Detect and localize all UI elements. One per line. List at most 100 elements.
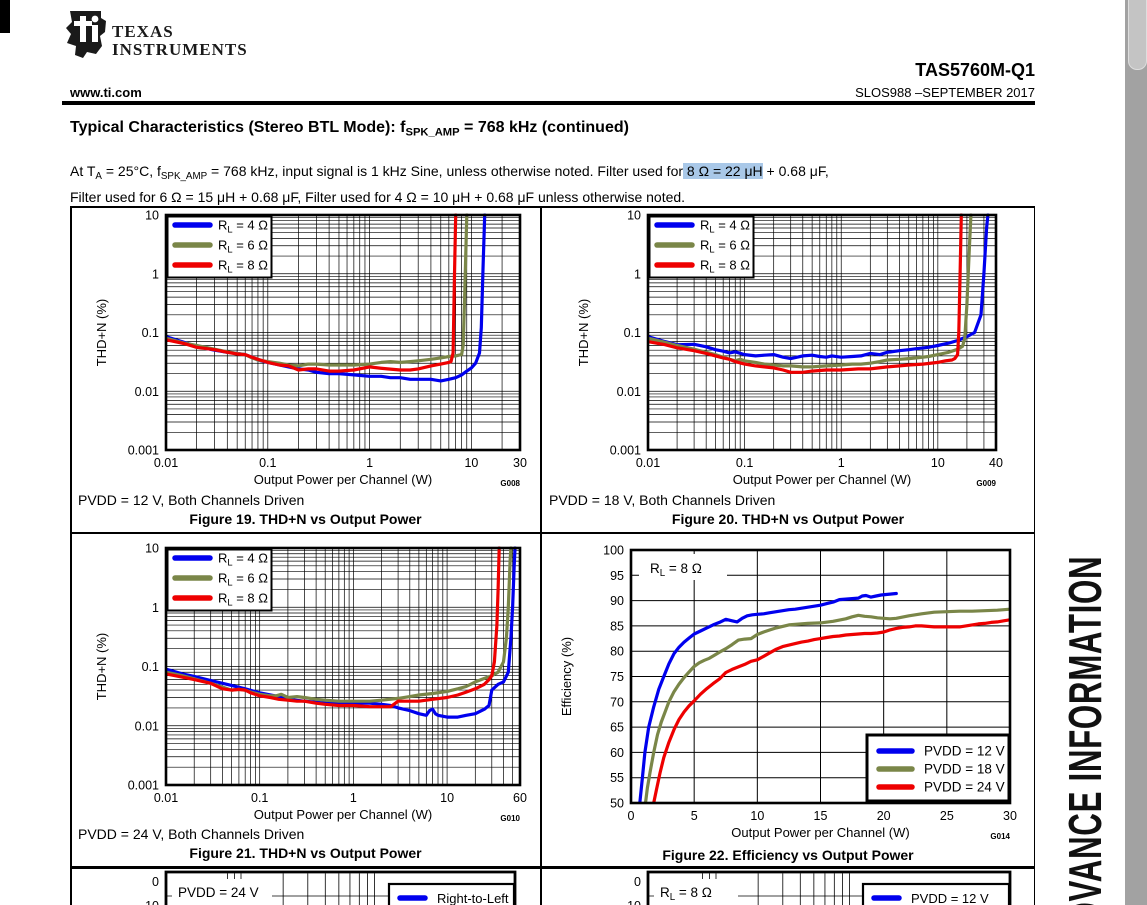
svg-text:RL = 6 Ω: RL = 6 Ω	[700, 238, 750, 255]
svg-text:5: 5	[691, 809, 698, 823]
svg-text:0.1: 0.1	[259, 456, 276, 470]
svg-text:PVDD = 12 V: PVDD = 12 V	[911, 891, 989, 905]
svg-text:10: 10	[931, 456, 945, 470]
subscript-text: SPK_AMP	[160, 170, 208, 182]
svg-text:1: 1	[350, 791, 357, 805]
svg-text:G010: G010	[500, 814, 520, 823]
svg-text:0.001: 0.001	[128, 779, 159, 793]
svg-text:RL = 8 Ω: RL = 8 Ω	[700, 258, 750, 275]
svg-text:0.1: 0.1	[624, 326, 641, 340]
svg-text:RL = 4 Ω: RL = 4 Ω	[218, 218, 268, 235]
svg-text:10: 10	[145, 209, 159, 223]
svg-text:0.01: 0.01	[135, 719, 159, 733]
table-border-top	[70, 206, 1035, 208]
figure21-caption: Figure 21. THD+N vs Output Power	[189, 845, 422, 861]
table-border-left	[70, 206, 72, 905]
svg-text:0.1: 0.1	[142, 660, 159, 674]
figure19-caption: Figure 19. THD+N vs Output Power	[189, 511, 422, 527]
svg-text:1: 1	[366, 456, 373, 470]
partial-chart-left: PVDD = 24 V Right-to-Left 0 −10	[138, 870, 517, 905]
svg-text:10: 10	[440, 791, 454, 805]
table-border-right	[1033, 206, 1035, 905]
subscript-text: A	[95, 170, 102, 182]
figure21-thd-chart: RL = 4 ΩRL = 6 ΩRL = 8 Ω1010.10.010.0010…	[94, 542, 527, 824]
selected-text-highlight: 8 Ω = 22 μH	[683, 163, 763, 179]
svg-text:100: 100	[603, 544, 624, 558]
text-run: Filter used for 6 Ω = 15 μH + 0.68 μF, F…	[70, 188, 686, 205]
intro-line2: Filter used for 6 Ω = 15 μH + 0.68 μF, F…	[70, 187, 1050, 208]
svg-text:10: 10	[464, 456, 478, 470]
svg-text:0.01: 0.01	[135, 385, 159, 399]
svg-text:RL = 8 Ω: RL = 8 Ω	[218, 258, 268, 275]
svg-text:50: 50	[610, 797, 624, 811]
table-border-mid2	[70, 866, 1035, 869]
svg-text:0.1: 0.1	[251, 791, 268, 805]
svg-text:0.1: 0.1	[142, 326, 159, 340]
svg-text:THD+N (%): THD+N (%)	[94, 633, 109, 701]
partial-chart-right: RL = 8 Ω PVDD = 12 V 0 −10	[620, 870, 1012, 905]
figure20-caption: Figure 20. THD+N vs Output Power	[671, 511, 905, 527]
svg-text:1: 1	[634, 267, 641, 281]
svg-text:PVDD = 12 V: PVDD = 12 V	[924, 744, 1005, 759]
figure19-thd-chart: RL = 4 ΩRL = 6 ΩRL = 8 Ω1010.10.010.0010…	[94, 209, 527, 489]
brand-line1: TEXAS	[112, 22, 174, 41]
svg-text:40: 40	[989, 456, 1003, 470]
text-run: = 25°C, f	[101, 163, 161, 179]
part-number: TAS5760M-Q1	[915, 60, 1035, 80]
svg-text:0.1: 0.1	[736, 456, 753, 470]
scrollbar-track[interactable]	[1125, 0, 1147, 905]
svg-text:RL = 6 Ω: RL = 6 Ω	[218, 238, 268, 255]
svg-text:G014: G014	[990, 832, 1010, 841]
svg-text:PVDD = 18 V: PVDD = 18 V	[924, 762, 1005, 777]
svg-text:−10: −10	[620, 899, 641, 905]
website-link[interactable]: www.ti.com	[70, 85, 142, 100]
figure19-condition: PVDD = 12 V, Both Channels Driven	[78, 492, 305, 508]
svg-text:30: 30	[513, 456, 527, 470]
subscript-text: SPK_AMP	[405, 126, 460, 139]
svg-text:90: 90	[610, 594, 624, 608]
svg-text:0.01: 0.01	[154, 791, 178, 805]
scrollbar-thumb[interactable]	[1127, 0, 1147, 70]
svg-text:0: 0	[634, 875, 641, 889]
svg-text:10: 10	[750, 809, 764, 823]
svg-text:60: 60	[610, 746, 624, 760]
ti-logo-emblem	[66, 11, 106, 58]
svg-text:G008: G008	[500, 479, 520, 488]
text-run: = 768 kHz, input signal is 1 kHz Sine, u…	[207, 163, 684, 179]
svg-text:Output Power per Channel (W): Output Power per Channel (W)	[733, 472, 911, 487]
section-title: Typical Characteristics (Stereo BTL Mode…	[70, 119, 629, 138]
svg-text:95: 95	[610, 569, 624, 583]
svg-text:THD+N (%): THD+N (%)	[576, 299, 591, 367]
svg-text:Right-to-Left: Right-to-Left	[437, 891, 509, 905]
svg-text:0.01: 0.01	[636, 456, 660, 470]
svg-text:10: 10	[627, 209, 641, 223]
svg-text:Output Power per Channel (W): Output Power per Channel (W)	[731, 825, 909, 840]
svg-text:0: 0	[152, 875, 159, 889]
text-run: = 768 kHz (continued)	[459, 119, 629, 136]
svg-text:0.01: 0.01	[617, 385, 641, 399]
svg-text:Efficiency (%): Efficiency (%)	[559, 637, 574, 716]
svg-text:Output Power per Channel (W): Output Power per Channel (W)	[254, 807, 432, 822]
svg-text:G009: G009	[976, 479, 996, 488]
svg-text:10: 10	[145, 542, 159, 556]
figure20-thd-chart: RL = 4 ΩRL = 6 ΩRL = 8 Ω1010.10.010.0010…	[576, 209, 1003, 489]
svg-text:20: 20	[877, 809, 891, 823]
svg-text:60: 60	[513, 791, 527, 805]
svg-text:30: 30	[1003, 809, 1017, 823]
figure22-efficiency-chart: RL = 8 Ω PVDD = 12 V PVDD = 18 V PVDD = 24 …	[559, 544, 1017, 842]
svg-text:RL = 8 Ω: RL = 8 Ω	[650, 561, 702, 579]
svg-text:PVDD = 24 V: PVDD = 24 V	[178, 885, 259, 900]
svg-text:Output Power per Channel (W): Output Power per Channel (W)	[254, 472, 432, 487]
svg-text:PVDD = 24 V: PVDD = 24 V	[924, 780, 1005, 795]
page-corner-mark	[0, 0, 10, 33]
table-border-mid1	[70, 532, 1035, 534]
figure22-caption: Figure 22. Efficiency vs Output Power	[662, 847, 914, 863]
svg-text:1: 1	[838, 456, 845, 470]
text-run: At T	[70, 163, 96, 179]
svg-text:85: 85	[610, 619, 624, 633]
svg-text:−10: −10	[138, 899, 159, 905]
svg-text:1: 1	[152, 267, 159, 281]
svg-text:RL = 8 Ω: RL = 8 Ω	[218, 591, 268, 608]
svg-text:70: 70	[610, 695, 624, 709]
